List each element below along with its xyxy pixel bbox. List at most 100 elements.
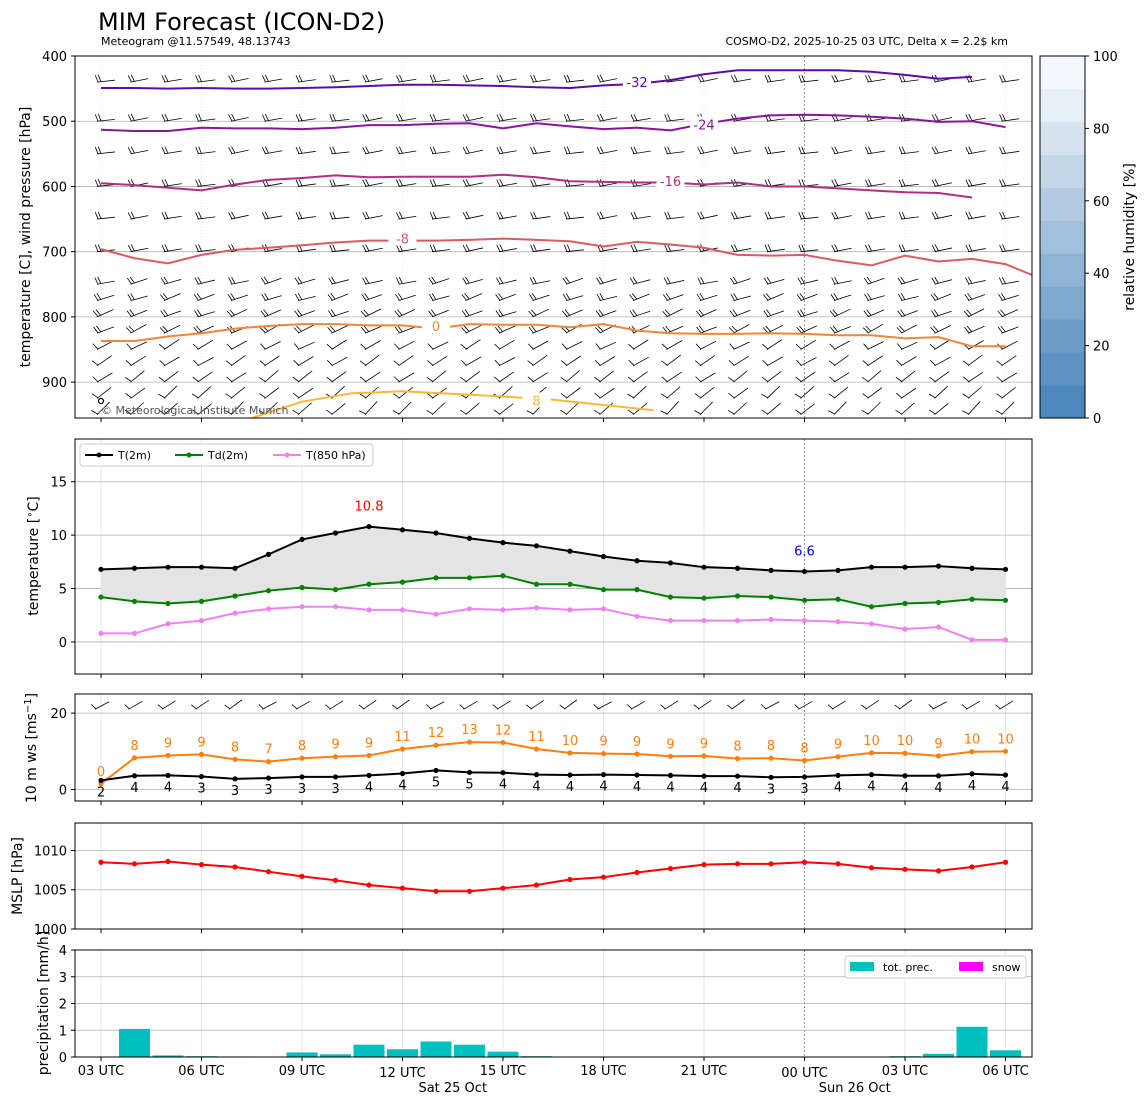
colorbar-tick-label: 100 xyxy=(1093,50,1118,65)
wind-barb xyxy=(796,325,818,334)
data-label: 9 xyxy=(197,735,205,750)
isotherm-line xyxy=(100,237,1032,277)
wind-barb xyxy=(931,211,953,220)
wind-barb xyxy=(897,309,918,318)
data-point xyxy=(902,750,908,756)
data-point xyxy=(835,861,841,867)
data-label: 4 xyxy=(867,780,875,795)
wind-barb xyxy=(730,74,752,83)
wind-barb xyxy=(627,385,647,399)
wind-barb xyxy=(764,74,785,83)
wind-barb xyxy=(931,146,953,155)
wind-barb xyxy=(261,113,283,122)
wind-barb xyxy=(462,179,484,187)
wind-barb xyxy=(326,371,347,383)
wind-barb xyxy=(661,354,682,367)
wind-barb xyxy=(494,325,516,334)
data-point xyxy=(969,864,975,870)
wind-barb xyxy=(965,146,986,155)
mslp-ylabel: MSLP [hPa] xyxy=(10,837,26,915)
wind-barb xyxy=(295,211,316,220)
panel-temperature-frame xyxy=(74,438,1033,675)
wind-barb xyxy=(930,293,952,301)
wind-barb xyxy=(92,372,113,383)
data-point xyxy=(399,770,406,777)
data-label: 12 xyxy=(428,726,445,741)
wind-barb xyxy=(395,276,417,285)
data-point xyxy=(634,613,640,619)
wind-barb xyxy=(227,325,248,334)
wind-barb xyxy=(863,341,884,350)
wind-barb xyxy=(295,293,316,301)
data-point xyxy=(533,543,540,549)
wind-barb xyxy=(999,146,1020,155)
wind-barb xyxy=(761,402,781,416)
data-label: 0 xyxy=(97,765,105,780)
data-point xyxy=(634,558,640,564)
wind-barb xyxy=(563,146,584,155)
data-point xyxy=(366,523,372,530)
wind-barb xyxy=(896,324,918,334)
wind-barb xyxy=(697,74,718,83)
isotherm-label-bg xyxy=(422,318,450,334)
wind-ylabel: 10 m ws [ms−1] xyxy=(23,693,41,803)
wind-barb xyxy=(228,146,249,155)
wind-barb xyxy=(865,244,886,253)
legend-snow-swatch xyxy=(959,962,983,971)
data-point xyxy=(165,858,171,865)
data-point xyxy=(232,593,238,599)
dewpoint-spread-area xyxy=(101,526,1006,607)
wind-barb xyxy=(193,293,215,301)
wind-barb xyxy=(929,403,949,416)
wind-barb xyxy=(529,276,551,285)
wind-barb xyxy=(596,211,618,220)
data-point xyxy=(366,607,372,613)
wind-barb xyxy=(329,113,350,122)
data-point xyxy=(969,565,975,571)
wind-barb xyxy=(963,340,984,350)
wind-barb xyxy=(195,244,216,253)
data-point xyxy=(734,617,741,624)
wind-barb xyxy=(92,340,114,350)
data-point xyxy=(332,754,339,760)
data-label: 9 xyxy=(666,737,674,752)
chart-title: MIM Forecast (ICON-D2) xyxy=(98,8,385,36)
data-point xyxy=(299,604,305,610)
wind-barb xyxy=(158,402,178,416)
wind-barb xyxy=(293,341,315,350)
station-marker xyxy=(97,397,105,405)
wind-barb xyxy=(496,211,517,220)
wind-barb xyxy=(326,339,347,350)
data-point xyxy=(500,770,506,776)
data-point xyxy=(533,882,540,888)
data-point xyxy=(567,548,573,554)
wind-barb xyxy=(127,276,148,285)
wind-barb xyxy=(865,74,886,83)
data-point xyxy=(600,874,607,880)
data-point xyxy=(232,610,238,616)
data-point xyxy=(265,588,272,594)
wind-barb xyxy=(161,211,182,220)
wind-barb xyxy=(161,113,182,122)
wind-barb xyxy=(963,308,985,318)
extreme-annotation: 6.6 xyxy=(794,544,815,559)
data-point xyxy=(734,755,741,762)
data-point xyxy=(466,888,473,894)
data-point xyxy=(165,621,171,627)
y-tick-label: 20 xyxy=(50,707,67,722)
wind-barb xyxy=(865,211,886,220)
legend-t850-label: T(850 hPa) xyxy=(305,449,366,462)
wind-barb xyxy=(694,355,716,367)
data-point xyxy=(768,594,774,600)
data-point xyxy=(131,565,138,571)
isotherm-line xyxy=(100,113,1006,132)
data-label: 8 xyxy=(231,740,239,755)
isotherm-label-bg xyxy=(656,173,685,189)
wind-barb xyxy=(965,211,986,220)
wind-barb xyxy=(593,701,612,710)
data-point xyxy=(667,617,674,624)
wind-barb xyxy=(627,371,648,383)
data-point xyxy=(801,757,808,764)
data-point xyxy=(768,861,774,867)
wind-barb xyxy=(629,276,651,285)
